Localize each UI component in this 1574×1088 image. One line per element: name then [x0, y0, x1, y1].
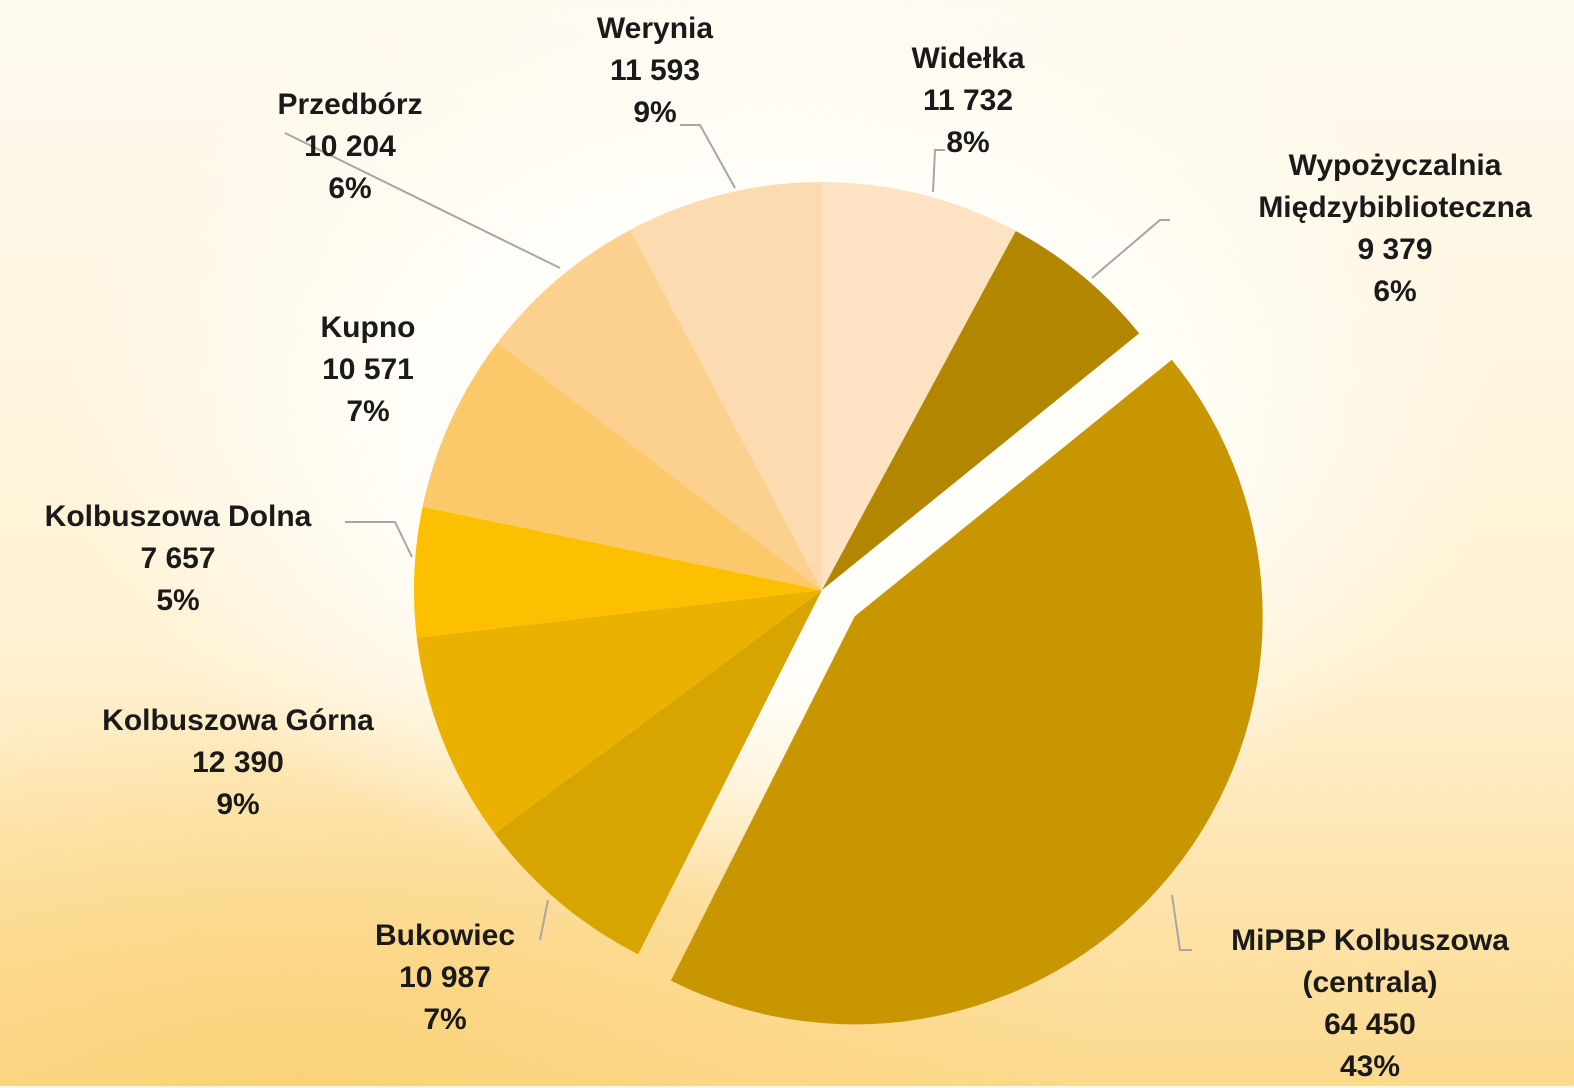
label-line: 9%: [633, 96, 677, 129]
label-line: Kupno: [320, 311, 416, 344]
data-label: Kolbuszowa Dolna 7 657 5%: [0, 496, 358, 622]
leader-line: [539, 899, 549, 941]
label-line: Werynia: [596, 12, 714, 45]
label-line: 9 379: [1357, 233, 1433, 266]
leader-line: [680, 124, 736, 189]
label-line: 9%: [216, 788, 260, 821]
label-line: 10 571: [322, 353, 414, 386]
label-line: Przedbórz: [277, 88, 423, 121]
label-line: 43%: [1339, 1050, 1401, 1083]
pie-slice: [416, 590, 822, 834]
label-line: 12 390: [192, 746, 284, 779]
label-line: 10 204: [304, 130, 396, 163]
label-line: 7%: [346, 395, 390, 428]
label-line: 64 450: [1324, 1008, 1416, 1041]
label-line: 6%: [1373, 275, 1417, 308]
leader-line: [932, 149, 945, 193]
label-line: Bukowiec: [374, 919, 516, 952]
label-line: 6%: [328, 172, 372, 205]
label-line: MiPBP Kolbuszowa (centrala): [1231, 924, 1509, 999]
leader-line: [345, 521, 413, 558]
pie-slice: [822, 230, 1140, 591]
pie-slice: [413, 506, 822, 638]
data-label: Przedbórz 10 204 6%: [240, 84, 460, 210]
label-line: 7%: [423, 1003, 467, 1036]
data-label: Werynia 11 593 9%: [545, 8, 765, 134]
data-label: Widełka 11 732 8%: [868, 38, 1068, 164]
data-label: Bukowiec 10 987 7%: [335, 915, 555, 1041]
label-line: Widełka: [911, 42, 1025, 75]
pie-slice: [422, 342, 822, 590]
label-line: 11 732: [922, 84, 1014, 117]
pie-slice: [630, 182, 822, 590]
data-label: Kupno 10 571 7%: [268, 307, 468, 433]
pie-slice: [497, 229, 822, 591]
label-line: 11 593: [609, 54, 701, 87]
data-label: MiPBP Kolbuszowa (centrala) 64 450 43%: [1205, 920, 1535, 1088]
leader-line: [1171, 894, 1192, 951]
label-line: Kolbuszowa Górna: [102, 704, 374, 737]
label-line: Kolbuszowa Dolna: [44, 500, 312, 533]
label-line: 7 657: [140, 542, 216, 575]
label-line: Wypożyczalnia Międzybiblioteczna: [1258, 149, 1532, 224]
pie-slice: [494, 590, 822, 955]
data-label: Wypożyczalnia Międzybiblioteczna 9 379 6%: [1215, 145, 1574, 313]
pie-slice: [822, 182, 1016, 590]
label-line: 8%: [946, 126, 990, 159]
pie-slice: [670, 359, 1263, 1025]
data-label: Kolbuszowa Górna 12 390 9%: [48, 700, 428, 826]
label-line: 10 987: [399, 961, 491, 994]
label-line: 5%: [156, 584, 200, 617]
leader-line: [284, 132, 561, 269]
leader-line: [1091, 219, 1170, 279]
